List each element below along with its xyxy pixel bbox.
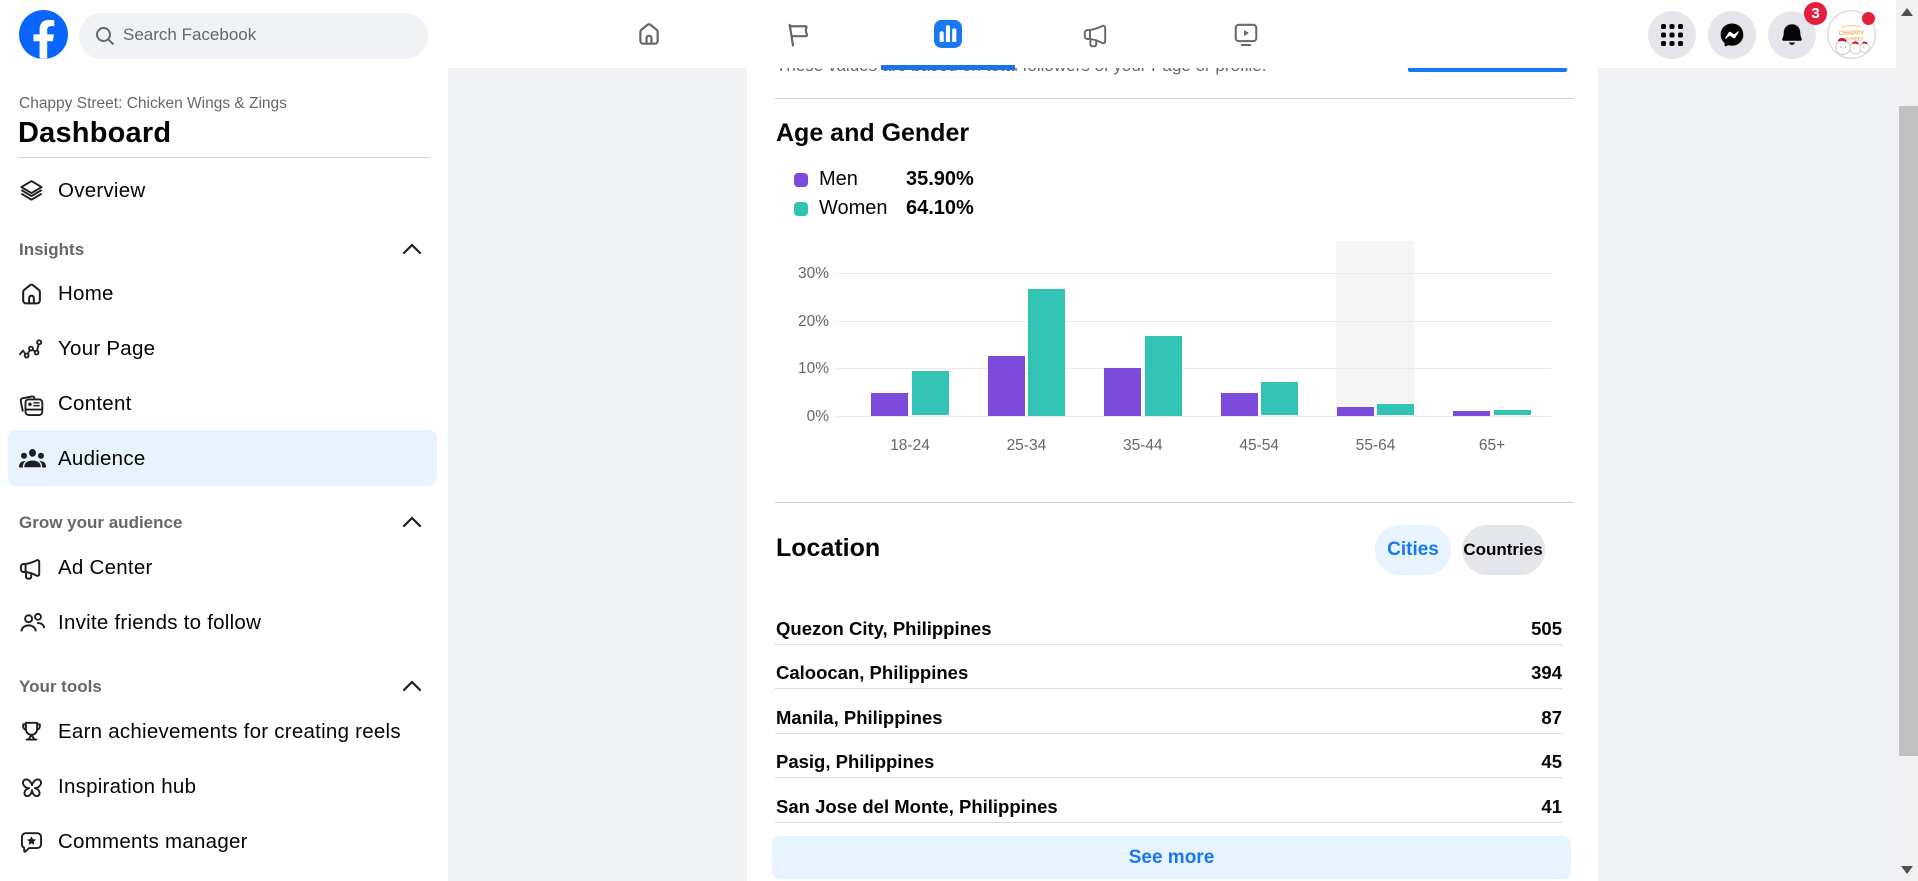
svg-text:STREET: STREET (1845, 37, 1863, 42)
svg-text:CHAPPY: CHAPPY (1839, 30, 1866, 37)
